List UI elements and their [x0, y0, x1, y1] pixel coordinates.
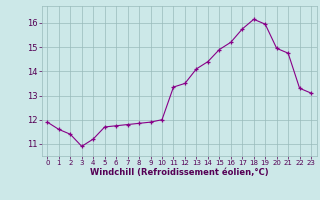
X-axis label: Windchill (Refroidissement éolien,°C): Windchill (Refroidissement éolien,°C): [90, 168, 268, 177]
